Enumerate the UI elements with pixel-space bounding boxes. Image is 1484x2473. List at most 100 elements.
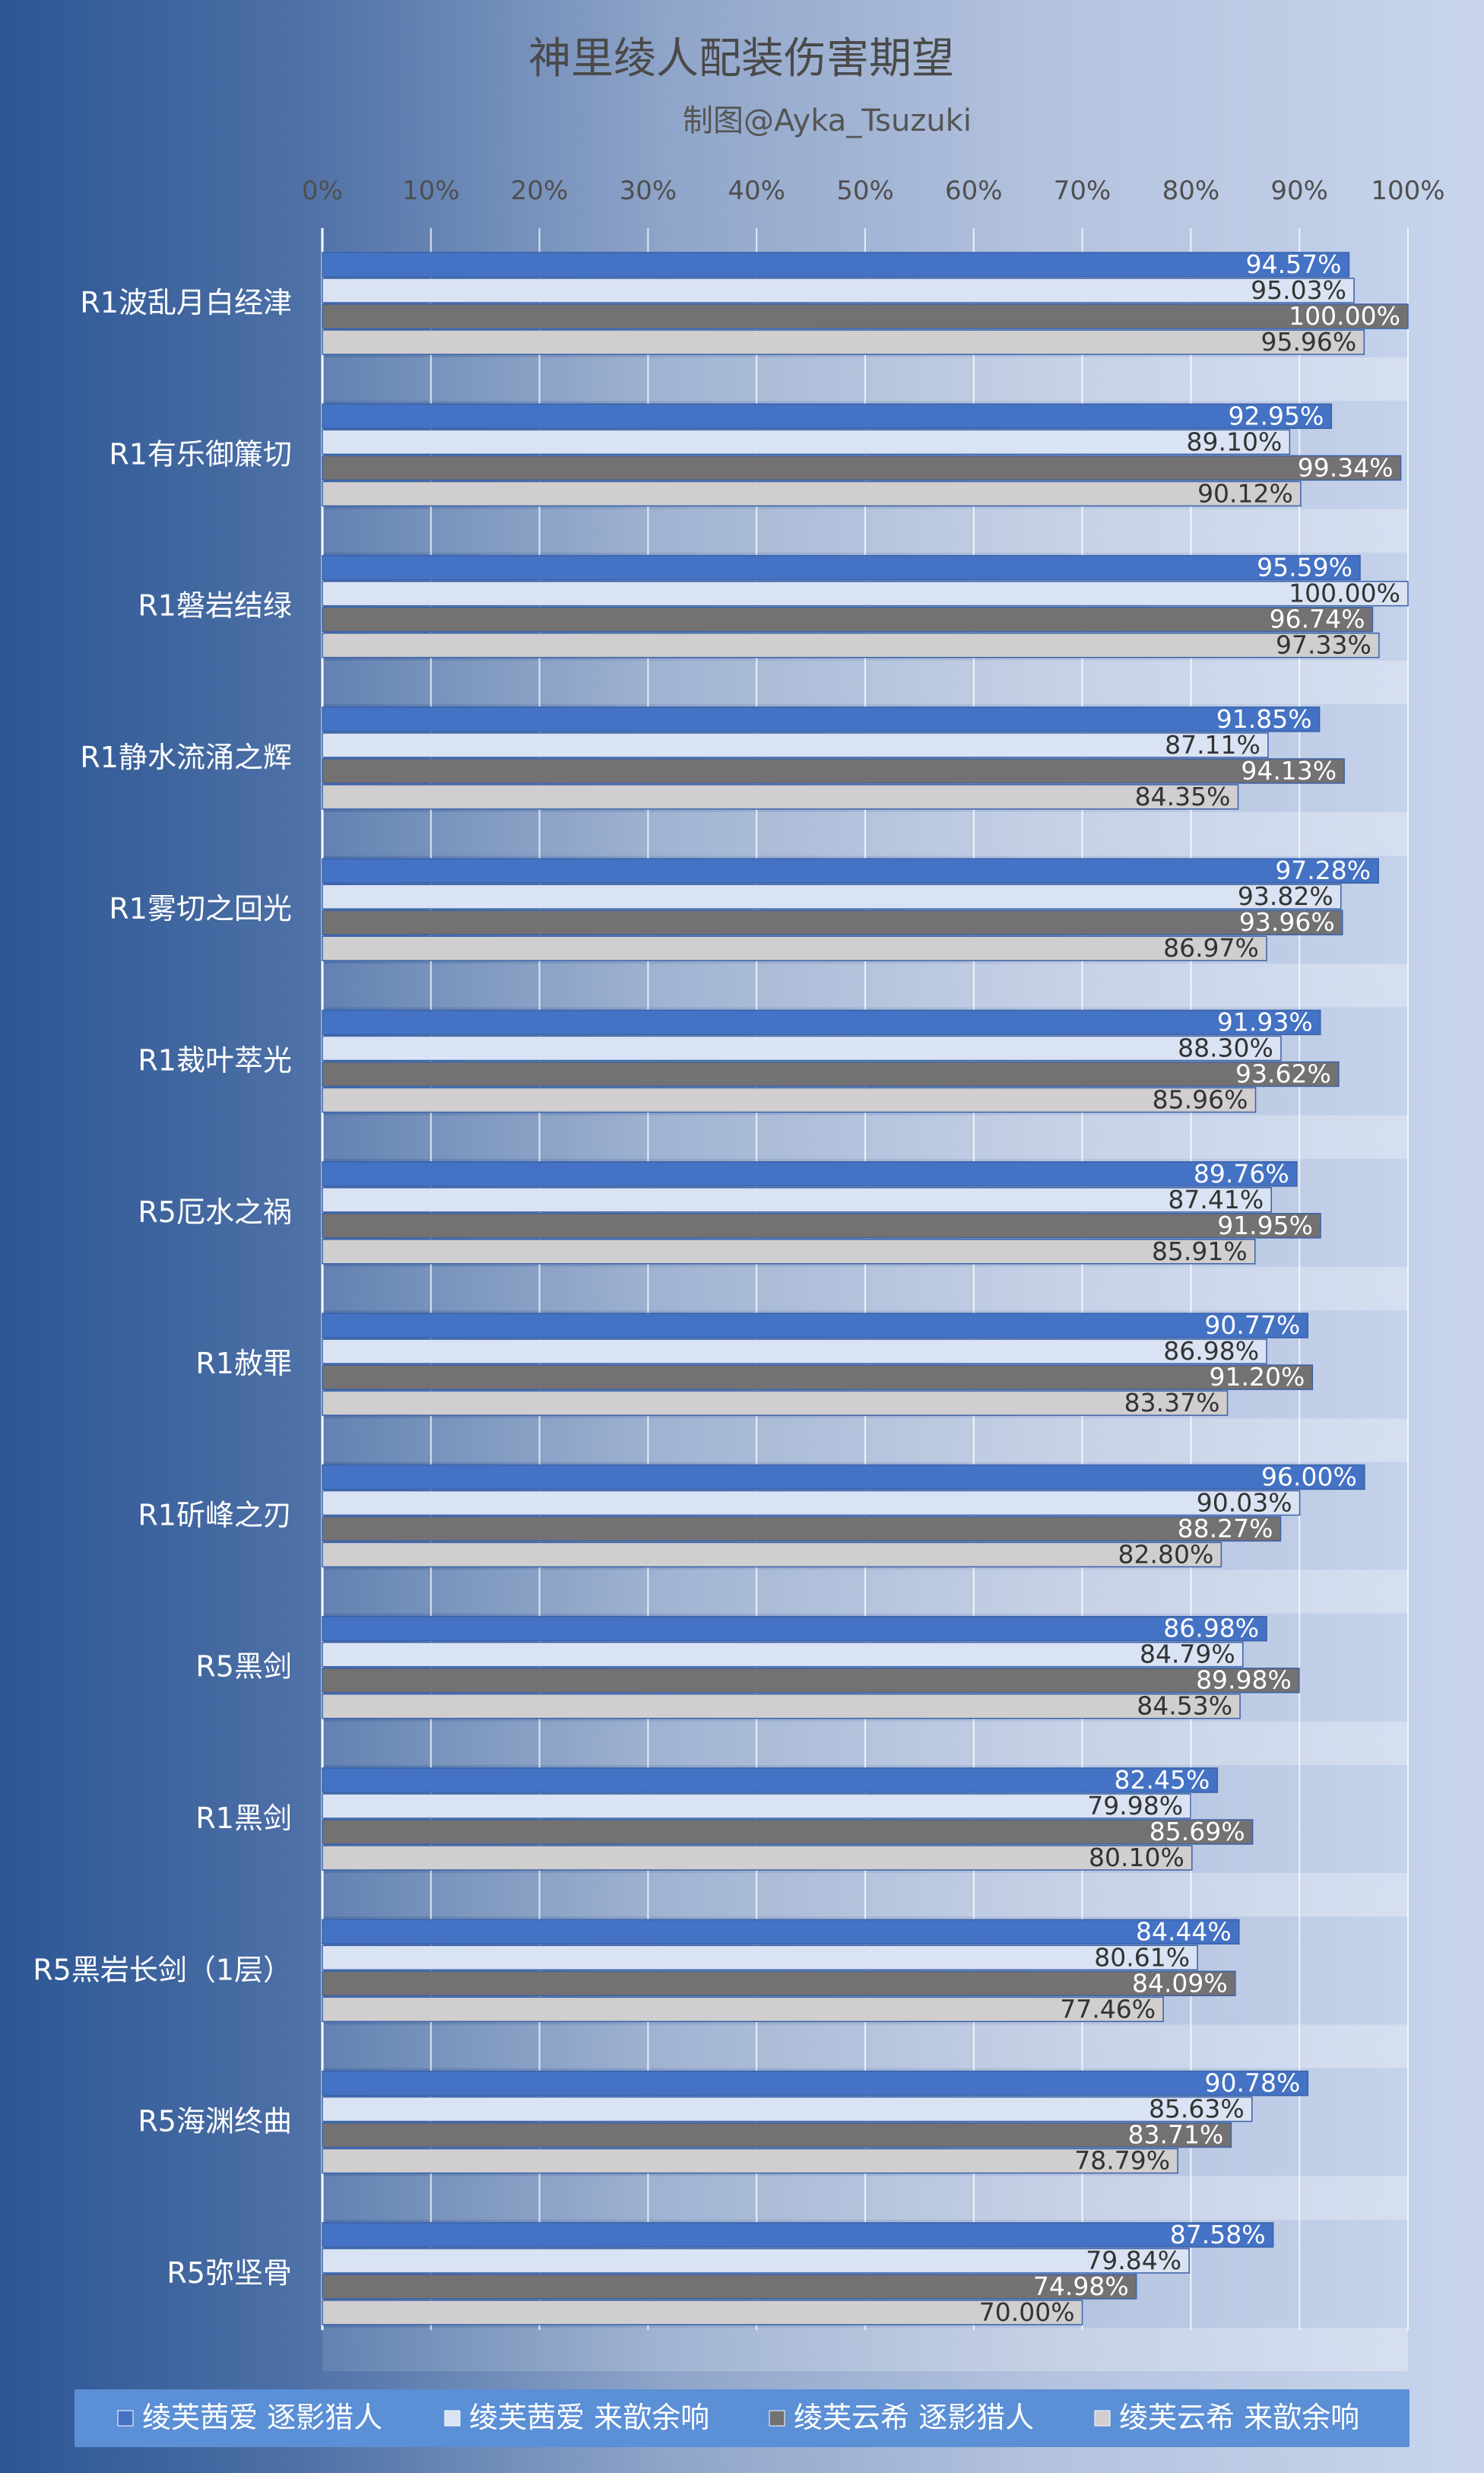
data-label: 95.59% [1257, 553, 1352, 583]
bar [322, 2274, 1137, 2300]
bar [322, 1793, 1191, 1819]
bar [322, 1390, 1229, 1416]
bar [322, 858, 1379, 884]
data-label: 87.58% [1170, 2220, 1266, 2249]
data-label: 77.46% [1060, 1994, 1156, 2024]
data-label: 74.98% [1033, 2271, 1129, 2301]
data-label: 80.10% [1089, 1843, 1184, 1872]
data-label: 85.69% [1149, 1817, 1245, 1846]
bar [322, 2096, 1253, 2122]
bar [322, 455, 1402, 481]
data-label: 91.85% [1216, 704, 1312, 734]
bar [322, 1239, 1256, 1265]
data-label: 83.37% [1124, 1388, 1220, 1417]
bar [322, 429, 1291, 456]
data-label: 89.76% [1194, 1159, 1289, 1189]
bar [322, 910, 1343, 935]
legend-swatch [117, 2410, 134, 2427]
bar [322, 1641, 1244, 1668]
bar [322, 632, 1380, 659]
bar [322, 2300, 1083, 2325]
bar [322, 554, 1361, 581]
data-label: 85.91% [1152, 1236, 1248, 1266]
data-label: 87.41% [1168, 1185, 1264, 1214]
chart-subtitle: 制图@Ayka_Tsuzuki [683, 103, 972, 138]
legend-swatch [769, 2410, 785, 2427]
bar [322, 1693, 1241, 1719]
bar [322, 1667, 1300, 1694]
data-label: 79.84% [1086, 2246, 1181, 2275]
data-label: 90.78% [1204, 2068, 1300, 2098]
data-label: 97.33% [1276, 630, 1371, 660]
data-label: 96.00% [1261, 1462, 1357, 1491]
data-label: 86.97% [1163, 933, 1259, 963]
bar [322, 1213, 1321, 1239]
legend-label: 绫芙茜爱 来歆余响 [469, 2401, 709, 2434]
category-label: R1雾切之回光 [109, 892, 292, 925]
category-label: R5厄水之祸 [138, 1195, 292, 1229]
bar [322, 1161, 1298, 1187]
bar [322, 784, 1239, 810]
category-label: R1有乐御簾切 [109, 437, 292, 471]
category-label: R1磐岩结绿 [138, 589, 292, 623]
legend-label: 绫芙云希 逐影猎人 [794, 2401, 1034, 2434]
data-label: 94.57% [1246, 249, 1342, 279]
category-label: R5弥坚骨 [166, 2256, 292, 2290]
bar [322, 1541, 1222, 1568]
bar [322, 278, 1355, 303]
bar [322, 1009, 1321, 1036]
x-tick-label: 60% [945, 176, 1003, 206]
chart-title: 神里绫人配装伤害期望 [528, 34, 954, 84]
data-label: 83.71% [1128, 2120, 1224, 2150]
data-label: 90.77% [1204, 1310, 1300, 1340]
x-tick-label: 80% [1162, 176, 1220, 206]
data-label: 99.34% [1298, 452, 1394, 482]
bar [322, 580, 1409, 607]
data-label: 88.27% [1178, 1513, 1273, 1543]
category-label: R1裁叶萃光 [138, 1044, 292, 1078]
bar [322, 303, 1409, 329]
data-label: 95.03% [1251, 275, 1346, 305]
x-tick-label: 100% [1371, 176, 1444, 206]
bar [322, 1490, 1301, 1516]
category-label: R1斫峰之刃 [138, 1498, 292, 1532]
data-label: 84.53% [1137, 1691, 1232, 1721]
bar [322, 1970, 1236, 1997]
data-label: 89.10% [1187, 427, 1283, 456]
bar [322, 2122, 1232, 2148]
legend-label: 绫芙云希 来歆余响 [1119, 2401, 1359, 2434]
data-label: 79.98% [1087, 1791, 1183, 1821]
category-label: R1静水流涌之辉 [80, 741, 292, 774]
bar [322, 1364, 1314, 1390]
bar [322, 1767, 1219, 1793]
bar [322, 1845, 1193, 1871]
bar [322, 1338, 1267, 1364]
data-label: 94.13% [1241, 756, 1337, 786]
data-label: 93.62% [1235, 1059, 1331, 1089]
bar [322, 403, 1333, 430]
data-label: 84.09% [1132, 1968, 1228, 1998]
data-label: 85.96% [1153, 1085, 1248, 1115]
bar [322, 1313, 1308, 1338]
x-tick-label: 40% [728, 176, 785, 206]
data-label: 91.95% [1217, 1211, 1313, 1240]
bar [322, 1996, 1164, 2023]
data-label: 97.28% [1275, 856, 1371, 885]
data-label: 90.03% [1197, 1487, 1292, 1517]
bar [322, 1819, 1254, 1845]
bar [322, 1615, 1267, 1642]
data-label: 86.98% [1163, 1336, 1259, 1366]
data-label: 95.96% [1260, 327, 1356, 357]
bar [322, 1464, 1365, 1490]
x-tick-label: 50% [836, 176, 894, 206]
data-label: 90.12% [1197, 478, 1293, 508]
category-label: R1黑剑 [195, 1802, 292, 1835]
bar [322, 1035, 1282, 1062]
bar [322, 606, 1374, 633]
data-label: 70.00% [979, 2297, 1075, 2327]
bar [322, 2222, 1274, 2248]
data-label: 80.61% [1094, 1942, 1190, 1972]
data-label: 85.63% [1149, 2094, 1245, 2124]
data-label: 88.30% [1178, 1033, 1273, 1063]
